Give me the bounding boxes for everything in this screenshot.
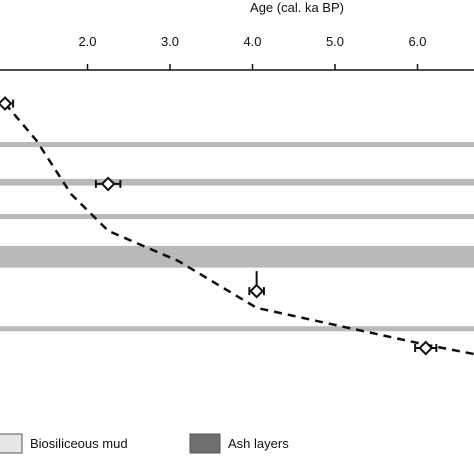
sample-diamond-marker [418,340,434,356]
ash-layer-band-4 [0,245,474,268]
x-tick-label-4.0: 4.0 [243,34,261,49]
sample-diamond-marker [249,283,265,299]
layer-bands [0,142,474,332]
x-axis-title: Age (cal. ka BP) [250,0,344,15]
dated-sample-3 [248,271,265,299]
legend-swatch-2 [189,433,221,454]
x-tick-label-6.0: 6.0 [408,34,426,49]
dated-sample-4 [414,340,438,356]
ash-layer-band-2 [0,178,474,186]
ash-layer-band-3 [0,214,474,220]
age-model-line [4,102,474,356]
legend-swatch-1 [0,433,23,454]
dated-sample-2 [94,176,122,192]
x-axis: Age (cal. ka BP) 2.03.04.05.06.07.0 [0,0,474,71]
series [0,96,474,356]
legend: Biosiliceous mud Ash layers [0,433,289,454]
ash-layer-band-5 [0,326,474,332]
dated-sample-1 [0,96,15,111]
sample-diamond-marker [100,176,116,192]
legend-label-1: Biosiliceous mud [30,436,128,451]
x-tick-label-2.0: 2.0 [78,34,96,49]
ash-layer-band-1 [0,142,474,148]
x-tick-label-3.0: 3.0 [161,34,179,49]
sample-diamond-marker [0,96,13,111]
legend-label-2: Ash layers [228,436,289,451]
x-tick-label-5.0: 5.0 [326,34,344,49]
